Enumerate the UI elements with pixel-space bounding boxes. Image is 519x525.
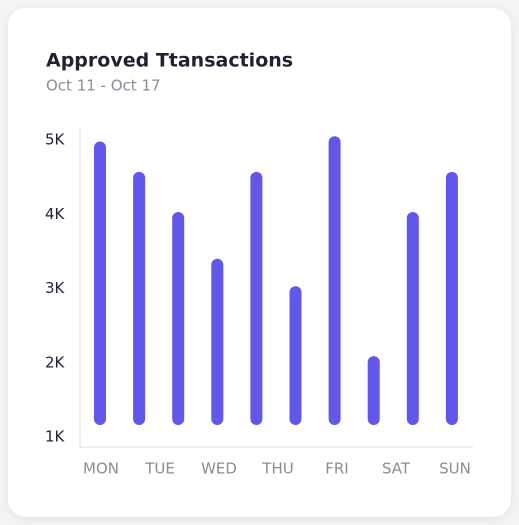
y-tick-label: 1K [45,428,66,446]
bar [172,212,185,425]
y-tick-label: 2K [45,353,66,371]
chart-title: Approved Ttansactions [46,50,293,72]
x-tick-label: SUN [439,460,471,478]
bar [211,258,224,425]
y-tick-label: 3K [45,279,66,297]
y-tick-label: 4K [45,205,66,223]
bar [406,212,419,425]
bar [289,286,302,425]
x-tick-label: FRI [325,460,348,478]
bar [445,171,458,425]
bar [94,141,106,426]
bar [250,171,263,425]
chart-subtitle: Oct 11 - Oct 17 [46,77,161,95]
bar [133,171,146,425]
x-tick-label: MON [83,460,119,478]
x-tick-label: TUE [144,460,175,478]
bar [367,356,380,425]
y-tick-label: 5K [45,131,66,149]
x-tick-label: SAT [382,460,411,478]
x-tick-label: THU [261,460,293,478]
bar [328,136,341,425]
x-tick-label: WED [201,460,237,478]
